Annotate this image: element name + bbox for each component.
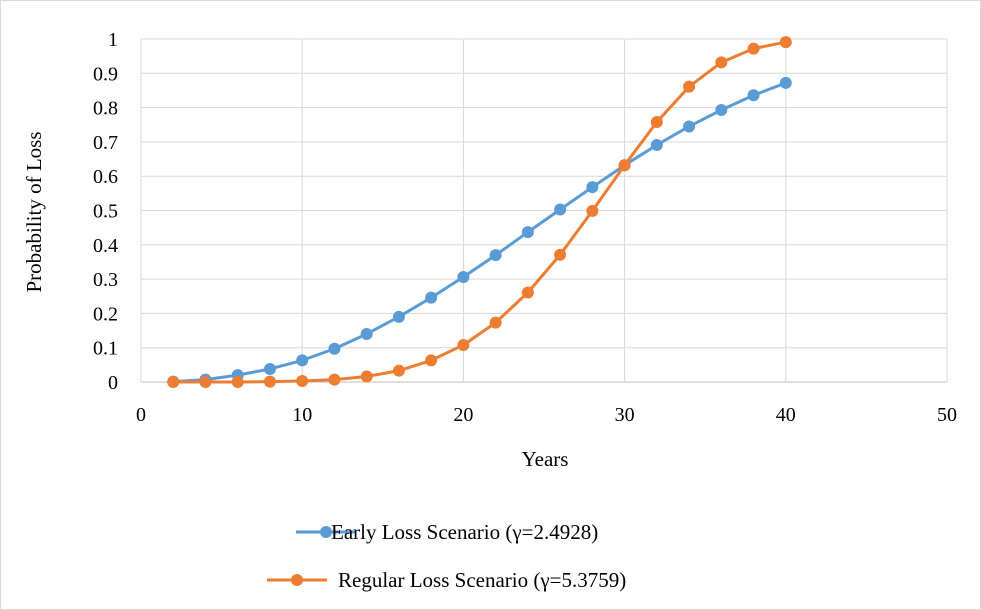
data-point bbox=[167, 376, 180, 388]
data-point bbox=[231, 376, 244, 388]
data-point bbox=[554, 248, 567, 261]
data-point bbox=[457, 271, 470, 284]
y-tick-label: 0.2 bbox=[93, 303, 118, 325]
data-series bbox=[167, 36, 792, 388]
data-point bbox=[747, 89, 760, 102]
gridlines bbox=[140, 38, 948, 383]
data-point bbox=[328, 342, 341, 355]
x-tick-label: 0 bbox=[136, 404, 146, 426]
x-tick-label: 20 bbox=[453, 404, 473, 426]
data-point bbox=[425, 291, 438, 304]
data-point bbox=[392, 364, 405, 377]
legend-item-early: Early Loss Scenario (γ=2.4928) bbox=[296, 520, 598, 544]
x-tick-label: 40 bbox=[776, 404, 796, 426]
data-point bbox=[296, 374, 309, 387]
y-tick-label: 0.4 bbox=[93, 235, 118, 257]
legend-label-early: Early Loss Scenario (γ=2.4928) bbox=[331, 520, 598, 544]
data-point bbox=[554, 203, 567, 216]
data-point bbox=[521, 286, 534, 299]
data-point bbox=[779, 76, 792, 89]
data-point bbox=[199, 376, 212, 388]
y-axis-title: Probability of Loss bbox=[22, 132, 46, 293]
data-point bbox=[521, 226, 534, 239]
x-tick-label: 30 bbox=[615, 404, 635, 426]
data-point bbox=[360, 370, 373, 383]
x-axis-title: Years bbox=[522, 447, 569, 471]
y-tick-label: 0 bbox=[108, 372, 118, 394]
data-point bbox=[263, 375, 276, 388]
legend: Early Loss Scenario (γ=2.4928) Regular L… bbox=[267, 520, 626, 592]
series-1 bbox=[167, 36, 792, 388]
series-0 bbox=[167, 76, 792, 388]
data-point bbox=[425, 354, 438, 367]
y-tick-label: 0.1 bbox=[93, 338, 118, 360]
series-line bbox=[173, 40, 787, 384]
y-tick-label: 0.5 bbox=[93, 201, 118, 223]
data-point bbox=[747, 42, 760, 55]
data-point bbox=[263, 362, 276, 375]
x-tick-label: 50 bbox=[937, 404, 957, 426]
data-point bbox=[715, 56, 728, 69]
data-point bbox=[392, 310, 405, 323]
data-point bbox=[586, 181, 599, 194]
x-tick-label: 10 bbox=[292, 404, 312, 426]
data-point bbox=[328, 373, 341, 386]
data-point bbox=[650, 116, 663, 129]
data-point bbox=[779, 36, 792, 49]
y-tick-label: 0.8 bbox=[93, 98, 118, 120]
data-point bbox=[296, 354, 309, 367]
data-point bbox=[618, 159, 631, 172]
data-point bbox=[683, 80, 696, 93]
y-tick-label: 0.6 bbox=[93, 166, 118, 188]
data-point bbox=[489, 249, 502, 262]
legend-swatch-early-marker bbox=[320, 526, 332, 538]
x-tick-labels: 0 10 20 30 40 50 bbox=[136, 404, 957, 426]
data-point bbox=[586, 204, 599, 217]
data-point bbox=[489, 316, 502, 329]
data-point bbox=[715, 104, 728, 117]
legend-swatch-regular-marker bbox=[291, 574, 303, 586]
data-point bbox=[650, 138, 663, 151]
data-point bbox=[457, 338, 470, 351]
legend-item-regular: Regular Loss Scenario (γ=5.3759) bbox=[267, 568, 626, 592]
y-tick-label: 0.3 bbox=[93, 269, 118, 291]
y-tick-label: 0.9 bbox=[93, 63, 118, 85]
legend-label-regular: Regular Loss Scenario (γ=5.3759) bbox=[338, 568, 626, 592]
y-tick-label: 0.7 bbox=[93, 132, 118, 154]
y-tick-labels: 0 0.1 0.2 0.3 0.4 0.5 0.6 0.7 0.8 0.9 1 bbox=[93, 29, 118, 394]
data-point bbox=[683, 120, 696, 133]
data-point bbox=[360, 327, 373, 340]
y-tick-label: 1 bbox=[108, 29, 118, 51]
